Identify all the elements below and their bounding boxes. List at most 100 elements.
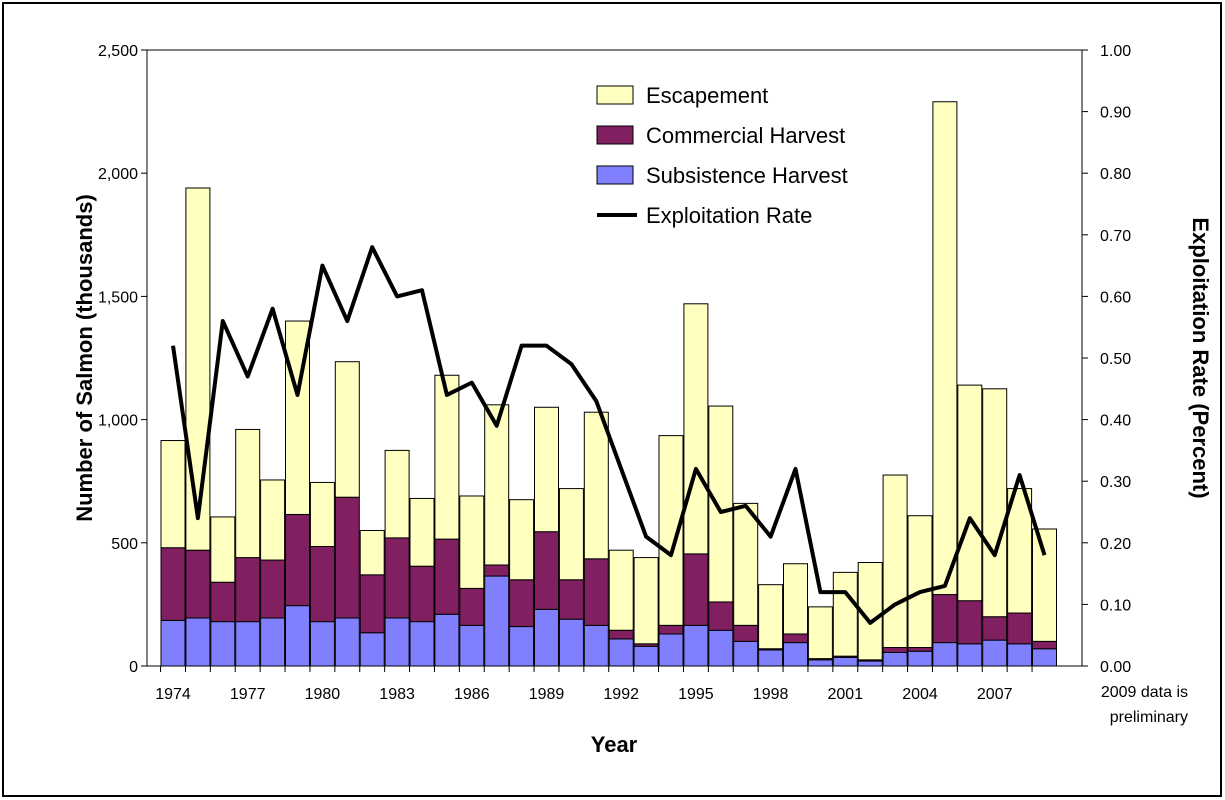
bar (409, 497, 435, 567)
y-tick-label: 500 (111, 536, 138, 553)
bar (832, 571, 858, 657)
bar (434, 538, 460, 615)
bar (334, 496, 360, 619)
bar (857, 660, 883, 667)
bar (235, 428, 261, 559)
bar (957, 384, 983, 602)
x-tick-label: 1995 (678, 686, 714, 703)
bar (484, 404, 510, 566)
bar (658, 633, 684, 667)
bar (783, 563, 808, 635)
bar (882, 651, 908, 667)
bar (1007, 612, 1033, 645)
y2-axis-title: Exploitation Rate (Percent) (1188, 217, 1213, 498)
bar (334, 617, 360, 667)
bar (907, 515, 933, 649)
bar (384, 617, 410, 667)
bar (509, 579, 535, 628)
note: 2009 data is preliminary (1100, 684, 1188, 726)
bar (384, 537, 410, 619)
y-tick-label: 2,000 (98, 166, 138, 183)
bar (210, 516, 236, 583)
bar (484, 575, 510, 667)
y2-tick-label: 0.70 (1100, 228, 1131, 245)
y-tick-label: 1,500 (98, 289, 138, 306)
x-tick-label: 1977 (230, 686, 266, 703)
bar (1032, 528, 1057, 642)
bar (359, 632, 385, 667)
legend-swatch (596, 85, 634, 105)
bar (384, 449, 410, 539)
bar (459, 587, 485, 626)
bar (907, 650, 933, 667)
bar (583, 558, 609, 626)
bar (733, 624, 759, 642)
bar (260, 479, 286, 561)
y-axis-title: Number of Salmon (thousands) (72, 194, 97, 522)
bar (484, 564, 510, 577)
bar (932, 642, 958, 667)
bar (260, 559, 286, 619)
bar (160, 547, 186, 621)
bar (882, 647, 908, 653)
bar (683, 553, 709, 626)
bar (758, 584, 784, 650)
bar (359, 529, 385, 576)
y-tick-label: 2,500 (98, 43, 138, 60)
bar (285, 605, 310, 667)
legend-swatch (596, 165, 634, 185)
x-tick-label: 2007 (977, 686, 1013, 703)
bar (832, 656, 858, 667)
y2-tick-label: 0.30 (1100, 474, 1131, 491)
bar (534, 406, 559, 533)
legend-label: Exploitation Rate (646, 203, 812, 228)
bar (733, 640, 759, 667)
y2-tick-label: 0.80 (1100, 166, 1131, 183)
bar (783, 642, 808, 667)
line (171, 245, 1047, 625)
bar (1007, 643, 1033, 667)
bar (235, 557, 261, 623)
bar (733, 502, 759, 626)
bar (210, 581, 236, 623)
y-tick-label: 0 (129, 659, 138, 676)
bar (160, 619, 186, 667)
bar (509, 499, 535, 581)
bar (185, 187, 211, 551)
bar (783, 633, 808, 644)
bar (608, 549, 634, 631)
bar (160, 440, 186, 549)
bar (708, 405, 734, 603)
bar (309, 621, 335, 667)
bar (185, 617, 211, 667)
bar (583, 624, 609, 667)
bar (334, 361, 360, 498)
bar (434, 613, 460, 667)
y2-tick-label: 0.00 (1100, 659, 1131, 676)
y-tick-label: 1,000 (98, 413, 138, 430)
x-tick-label: 1998 (753, 686, 789, 703)
bar (807, 659, 833, 667)
bar (1032, 640, 1057, 650)
bar (608, 629, 634, 640)
bar (409, 621, 435, 667)
bar (459, 495, 485, 589)
bar (708, 601, 734, 631)
bar (658, 624, 684, 635)
bar (882, 474, 908, 649)
bar (285, 513, 310, 607)
bar (210, 621, 236, 667)
bar (583, 411, 609, 560)
bar (534, 531, 559, 610)
y2-tick-label: 0.10 (1100, 597, 1131, 614)
bar (558, 488, 584, 581)
bar (982, 639, 1008, 667)
bar (907, 647, 933, 652)
bar (558, 579, 584, 620)
x-tick-label: 1980 (305, 686, 341, 703)
y2-tick-label: 0.40 (1100, 413, 1131, 430)
x-axis-title: Year (591, 732, 638, 757)
bar (982, 388, 1008, 618)
bar (608, 638, 634, 667)
